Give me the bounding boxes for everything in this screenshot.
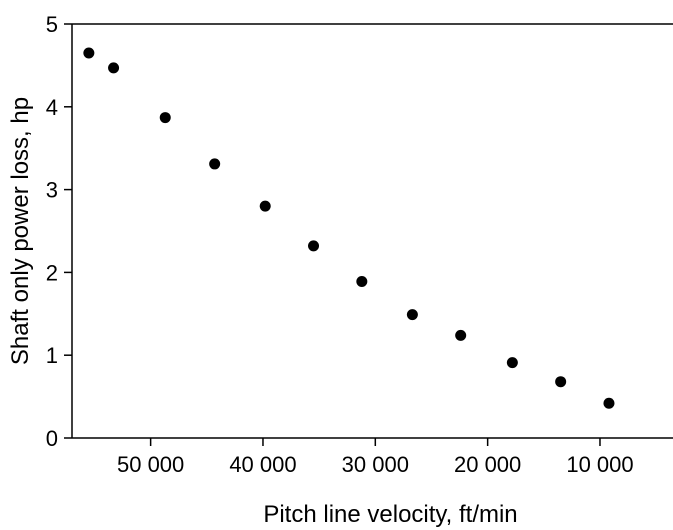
y-axis-title: Shaft only power loss, hp xyxy=(7,97,34,365)
data-point xyxy=(406,309,418,321)
data-point xyxy=(159,112,171,124)
y-tick-label: 4 xyxy=(46,95,58,120)
y-tick-label: 2 xyxy=(46,260,58,285)
axes xyxy=(71,23,673,439)
x-axis-title: Pitch line velocity, ft/min xyxy=(263,501,517,528)
y-tick-label: 3 xyxy=(46,178,58,203)
data-point xyxy=(603,397,615,409)
data-point xyxy=(506,357,518,369)
data-point xyxy=(108,62,120,74)
data-point xyxy=(259,200,271,212)
x-tick-label: 10 000 xyxy=(566,452,633,477)
x-ticks: 50 000 40 000 30 000 20 000 10 000 xyxy=(117,438,634,477)
x-tick-label: 30 000 xyxy=(342,452,409,477)
data-point xyxy=(356,276,368,288)
y-tick-label: 1 xyxy=(46,343,58,368)
data-point xyxy=(83,47,95,59)
y-ticks: 0 1 2 3 4 5 xyxy=(46,12,72,451)
data-points xyxy=(83,47,615,409)
x-tick-label: 20 000 xyxy=(454,452,521,477)
y-tick-label: 0 xyxy=(46,426,58,451)
data-point xyxy=(555,376,567,388)
data-point xyxy=(209,158,221,170)
x-tick-label: 50 000 xyxy=(117,452,184,477)
y-tick-label: 5 xyxy=(46,12,58,37)
data-point xyxy=(308,240,320,252)
data-point xyxy=(455,329,467,341)
x-tick-label: 40 000 xyxy=(229,452,296,477)
